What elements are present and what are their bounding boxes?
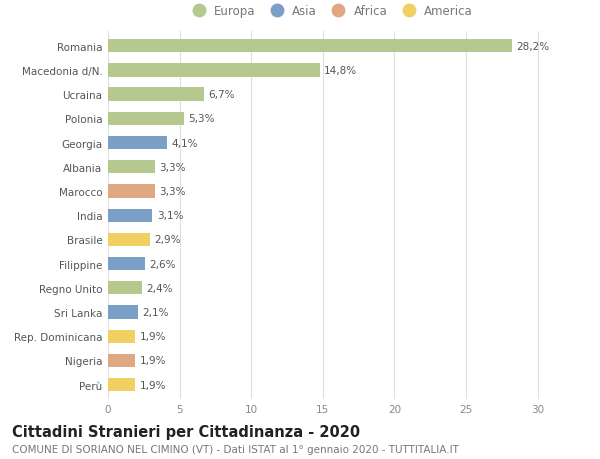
Bar xyxy=(108,137,167,150)
Bar xyxy=(108,330,135,343)
Text: 1,9%: 1,9% xyxy=(140,356,166,366)
Text: 2,4%: 2,4% xyxy=(146,283,173,293)
Bar xyxy=(108,257,145,271)
Bar xyxy=(108,306,138,319)
Text: 28,2%: 28,2% xyxy=(516,42,550,51)
Text: Cittadini Stranieri per Cittadinanza - 2020: Cittadini Stranieri per Cittadinanza - 2… xyxy=(12,425,360,440)
Bar xyxy=(108,64,320,78)
Text: 14,8%: 14,8% xyxy=(324,66,358,76)
Bar xyxy=(108,40,512,53)
Bar xyxy=(108,112,184,126)
Bar xyxy=(108,233,149,246)
Text: 1,9%: 1,9% xyxy=(140,380,166,390)
Text: 2,1%: 2,1% xyxy=(142,308,169,317)
Text: 4,1%: 4,1% xyxy=(171,138,197,148)
Bar xyxy=(108,354,135,367)
Text: 3,3%: 3,3% xyxy=(160,186,186,196)
Text: COMUNE DI SORIANO NEL CIMINO (VT) - Dati ISTAT al 1° gennaio 2020 - TUTTITALIA.I: COMUNE DI SORIANO NEL CIMINO (VT) - Dati… xyxy=(12,444,459,454)
Text: 2,9%: 2,9% xyxy=(154,235,181,245)
Legend: Europa, Asia, Africa, America: Europa, Asia, Africa, America xyxy=(182,0,478,22)
Text: 1,9%: 1,9% xyxy=(140,331,166,341)
Text: 5,3%: 5,3% xyxy=(188,114,215,124)
Bar xyxy=(108,281,142,295)
Bar xyxy=(108,185,155,198)
Bar xyxy=(108,378,135,392)
Text: 6,7%: 6,7% xyxy=(208,90,235,100)
Text: 3,1%: 3,1% xyxy=(157,211,183,221)
Text: 2,6%: 2,6% xyxy=(149,259,176,269)
Text: 3,3%: 3,3% xyxy=(160,162,186,173)
Bar xyxy=(108,161,155,174)
Bar xyxy=(108,209,152,222)
Bar xyxy=(108,88,204,101)
